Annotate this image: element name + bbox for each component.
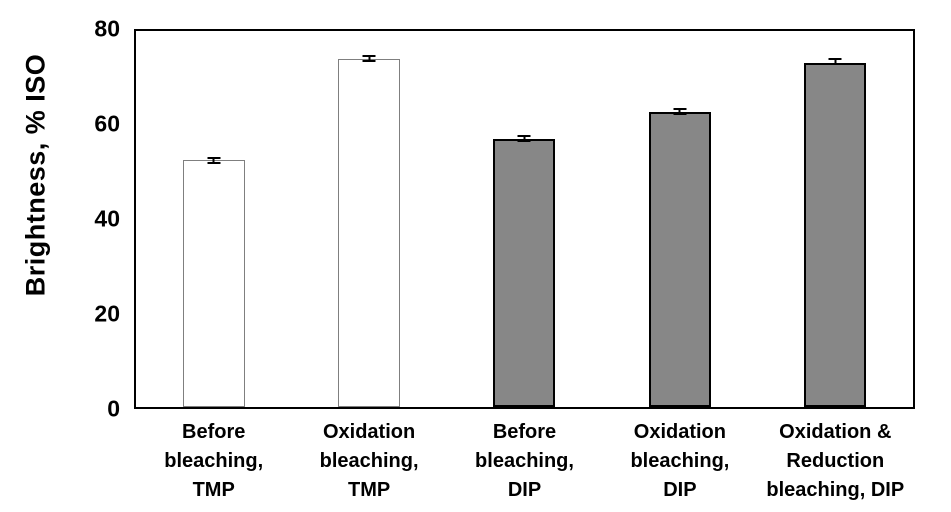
x-category-label: Before bleaching, DIP xyxy=(447,418,602,505)
error-bar-stem xyxy=(523,137,526,141)
plot-area xyxy=(134,29,915,409)
bar xyxy=(804,62,867,407)
bar-slot xyxy=(291,31,446,407)
x-category-label-line: DIP xyxy=(663,479,697,501)
x-category-label-line: Oxidation & xyxy=(779,421,892,443)
x-category-label-line: bleaching, xyxy=(475,450,574,472)
x-axis-category-labels: Before bleaching, TMP Oxidation bleaching, TM… xyxy=(136,418,913,510)
error-bar-stem xyxy=(678,110,681,114)
bar-slot xyxy=(758,31,913,407)
error-bar xyxy=(362,54,376,62)
error-bar xyxy=(517,135,531,143)
x-category-label-line: bleaching, DIP xyxy=(766,479,905,501)
bar-slot xyxy=(136,31,291,407)
y-axis-title: Brightness, % ISO xyxy=(20,53,51,297)
x-category-label-line: DIP xyxy=(507,479,542,501)
y-tick-label: 20 xyxy=(94,300,120,327)
error-bar xyxy=(828,58,842,66)
y-tick-label: 40 xyxy=(94,205,120,232)
error-bar-stem xyxy=(368,56,371,60)
x-category-label-line: Oxidation xyxy=(322,421,416,443)
bar xyxy=(182,160,245,407)
bar xyxy=(648,111,711,407)
y-tick-label: 60 xyxy=(94,110,120,137)
x-category-label-line: TMP xyxy=(192,479,235,501)
x-category-label: Oxidation & Reduction bleaching, DIP xyxy=(758,418,913,505)
x-category-label-line: bleaching, xyxy=(630,450,730,472)
error-bar-stem xyxy=(834,60,837,64)
bar xyxy=(493,139,556,407)
error-bar-stem xyxy=(212,158,215,163)
x-category-label-line: Reduction xyxy=(786,450,885,472)
x-category-label-line: Before xyxy=(182,421,246,443)
x-category-label: Before bleaching, TMP xyxy=(136,418,291,505)
x-category-label-line: bleaching, xyxy=(164,450,264,472)
bar xyxy=(338,59,401,407)
bar-slot xyxy=(447,31,602,407)
x-category-label: Oxidation bleaching, DIP xyxy=(602,418,757,505)
x-category-label-line: Before xyxy=(492,421,557,443)
y-tick-label: 0 xyxy=(107,395,120,422)
y-tick-label: 80 xyxy=(94,15,120,42)
x-category-label-line: TMP xyxy=(347,479,391,501)
x-category-label: Oxidation bleaching, TMP xyxy=(292,418,447,505)
error-bar xyxy=(207,156,221,165)
x-category-label-line: bleaching, xyxy=(319,450,419,472)
error-bar xyxy=(673,108,687,116)
x-category-label-line: Oxidation xyxy=(633,421,726,443)
bar-slot xyxy=(602,31,757,407)
